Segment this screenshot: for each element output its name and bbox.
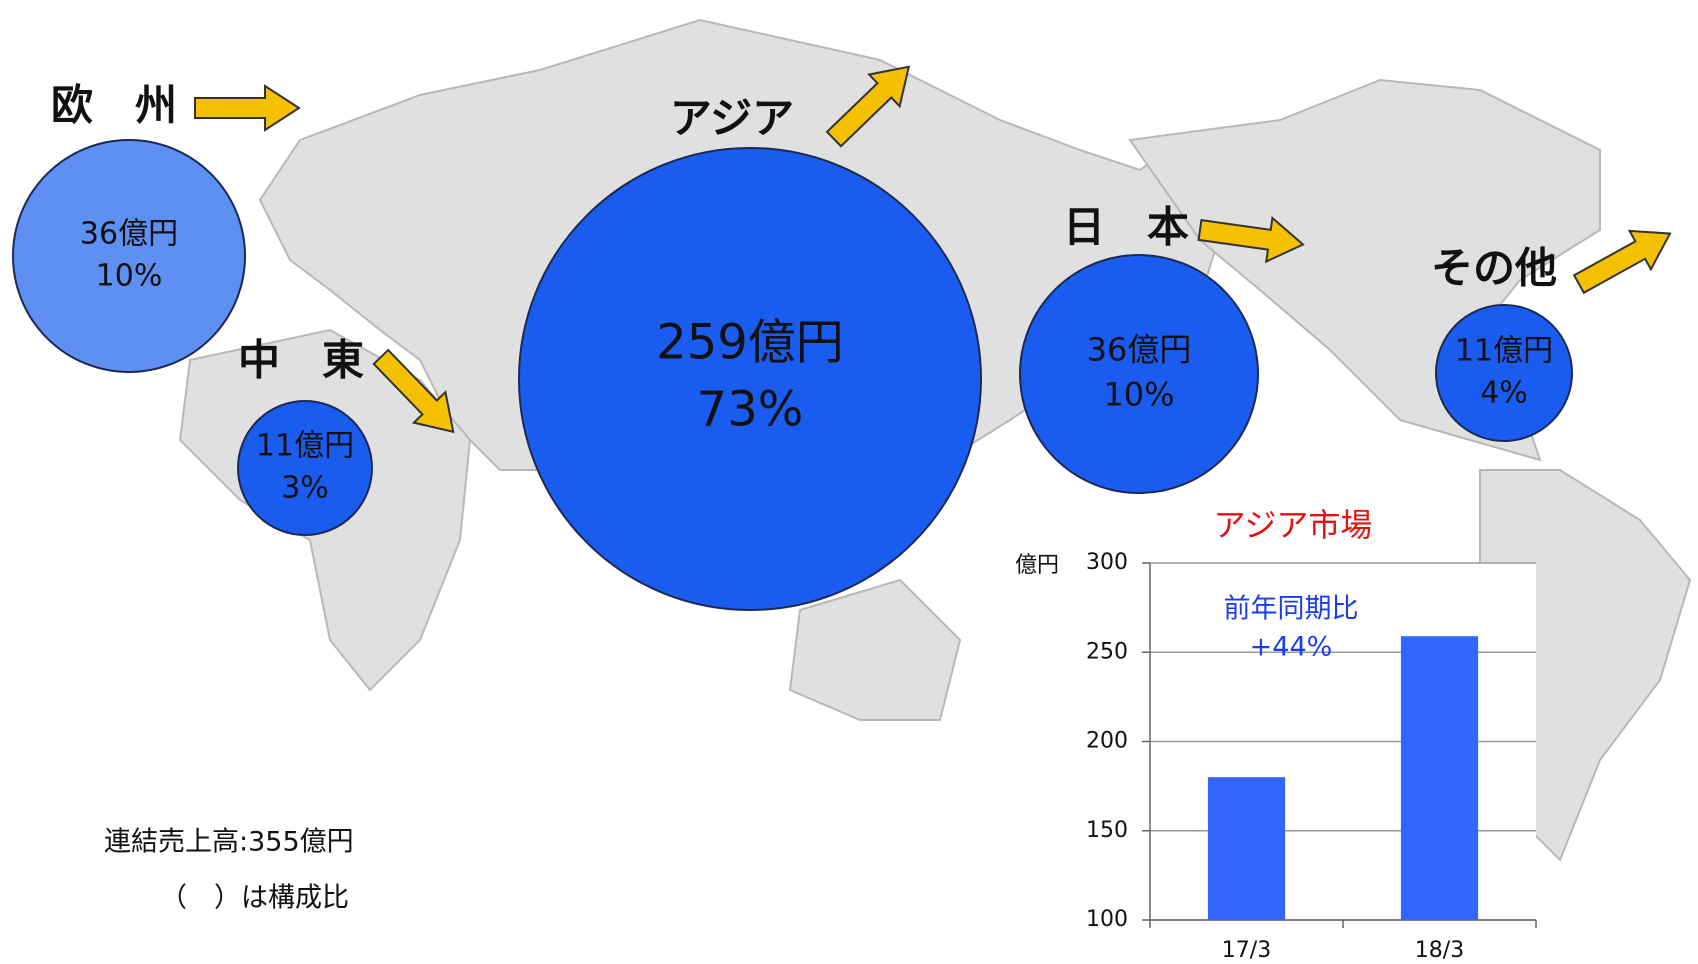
region-bubble <box>518 147 982 611</box>
y-axis-label: 億円 <box>1015 553 1059 578</box>
region-bubble <box>12 139 246 373</box>
arrow <box>372 348 455 434</box>
region-name: その他 <box>1431 244 1557 293</box>
y-tick-label: 200 <box>1086 729 1128 754</box>
annotation: 前年同期比 <box>1224 594 1359 625</box>
region-share: 73% <box>697 382 804 438</box>
arrow <box>1197 215 1305 264</box>
arrow <box>825 65 911 148</box>
arrow <box>194 84 301 132</box>
total-note: 連結売上高:355億円 <box>104 827 354 858</box>
arrow <box>1572 229 1672 295</box>
ratio-note: （ ）は構成比 <box>160 883 349 914</box>
chart-title: アジア市場 <box>1214 506 1373 544</box>
region-bubble <box>1019 254 1259 494</box>
x-tick-label: 18/3 <box>1415 938 1464 963</box>
x-tick-label: 17/3 <box>1222 938 1271 963</box>
region-amount: 11億円 <box>256 429 354 464</box>
bar <box>1207 777 1286 920</box>
region-share: 3% <box>281 471 329 506</box>
region-name: アジア <box>670 94 794 143</box>
region-amount: 259億円 <box>656 314 844 370</box>
annotation: +44% <box>1250 632 1333 663</box>
region-share: 10% <box>1103 375 1174 413</box>
region-share: 10% <box>96 259 163 294</box>
bar <box>1400 636 1479 920</box>
region-name: 中 東 <box>238 336 364 385</box>
y-tick-label: 150 <box>1086 818 1128 843</box>
region-bubble <box>237 400 373 536</box>
region-name: 日 本 <box>1063 203 1189 252</box>
region-amount: 36億円 <box>1087 331 1192 369</box>
region-amount: 36億円 <box>80 217 178 252</box>
region-amount: 11億円 <box>1455 334 1553 369</box>
y-tick-label: 250 <box>1086 639 1128 664</box>
region-bubble <box>1435 304 1573 442</box>
y-tick-label: 300 <box>1086 550 1128 575</box>
y-tick-label: 100 <box>1086 907 1128 932</box>
region-name: 欧 州 <box>51 81 177 130</box>
region-share: 4% <box>1480 376 1528 411</box>
